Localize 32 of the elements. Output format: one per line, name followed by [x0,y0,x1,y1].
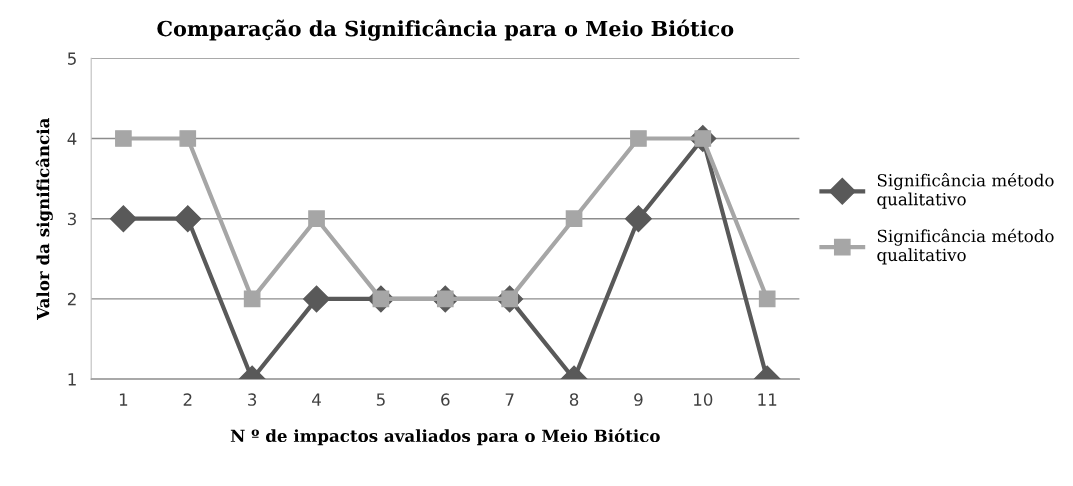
point [243,290,261,308]
y-tick-label: 3 [67,212,76,226]
point [624,205,652,233]
x-tick-label: 11 [758,393,777,406]
x-tick-label: 10 [694,393,713,406]
y-tick-label: 4 [67,132,77,145]
point [174,205,202,233]
x-tick-label: 7 [505,393,514,406]
x-tick-label: 9 [634,393,643,406]
x-tick-label: 6 [441,393,450,406]
legend-label: Significância método qualitativo [877,173,1054,209]
point [630,130,647,147]
point [109,205,137,233]
x-tick-label: 5 [376,393,385,406]
x-tick-label: 8 [569,393,579,406]
x-tick-label: 4 [312,393,321,406]
point [565,210,583,228]
y-tick-label: 5 [68,52,76,65]
x-tick-label: 1 [119,393,128,406]
legend-label: Significância método qualitativo [877,228,1054,265]
x-tick-label: 3 [248,393,257,406]
point [308,210,325,228]
x-axis-title: N º de impactos avaliados para o Meio Biótico [230,428,660,446]
point [115,130,132,147]
y-tick-label: 2 [67,292,76,306]
chart-title: Comparação da Significância para o Meio Biótico [157,19,734,41]
point [758,290,776,308]
y-axis-title: Valor da significância [35,118,53,320]
point [303,285,330,313]
y-tick-label: 1 [68,373,76,386]
point [179,130,197,147]
x-tick-label: 2 [183,393,192,406]
